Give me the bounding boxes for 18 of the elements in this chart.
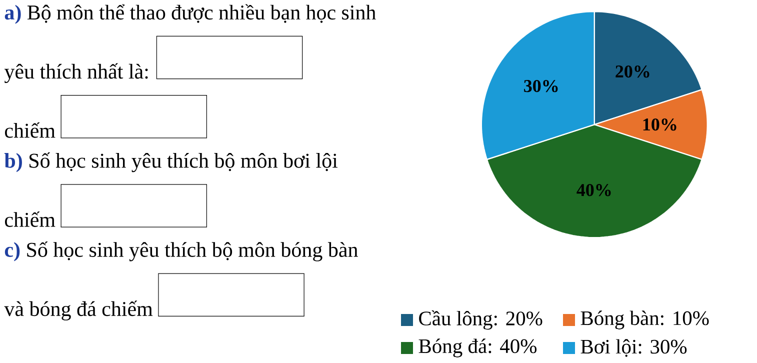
data-label: 20% (616, 65, 650, 78)
legend-label: Bóng bàn: 10% (580, 310, 709, 330)
text: yêu thích nhất là: (4, 63, 148, 84)
text: Số học sinh yêu thích bộ môn bóng bàn (27, 242, 358, 262)
data-label: 30% (524, 80, 558, 92)
legend-label: Bơi lội: 30% (580, 339, 687, 357)
text: Bộ môn thể thao được nhiều bạn học sinh (27, 4, 376, 23)
data-label: 40% (576, 184, 611, 196)
text: c) (4, 242, 20, 262)
text: a) (4, 4, 21, 24)
text: và bóng đá chiếm (4, 300, 153, 320)
text: chiếm (5, 122, 56, 138)
text: Số học sinh yêu thích bộ môn bơi lội (30, 152, 338, 172)
data-label: 10% (643, 118, 676, 131)
legend-label: Bóng đá: 40% (418, 338, 537, 358)
text: b) (4, 153, 22, 172)
legend-label: Cầu lông: 20% (419, 310, 542, 330)
text: chiếm (5, 212, 56, 227)
